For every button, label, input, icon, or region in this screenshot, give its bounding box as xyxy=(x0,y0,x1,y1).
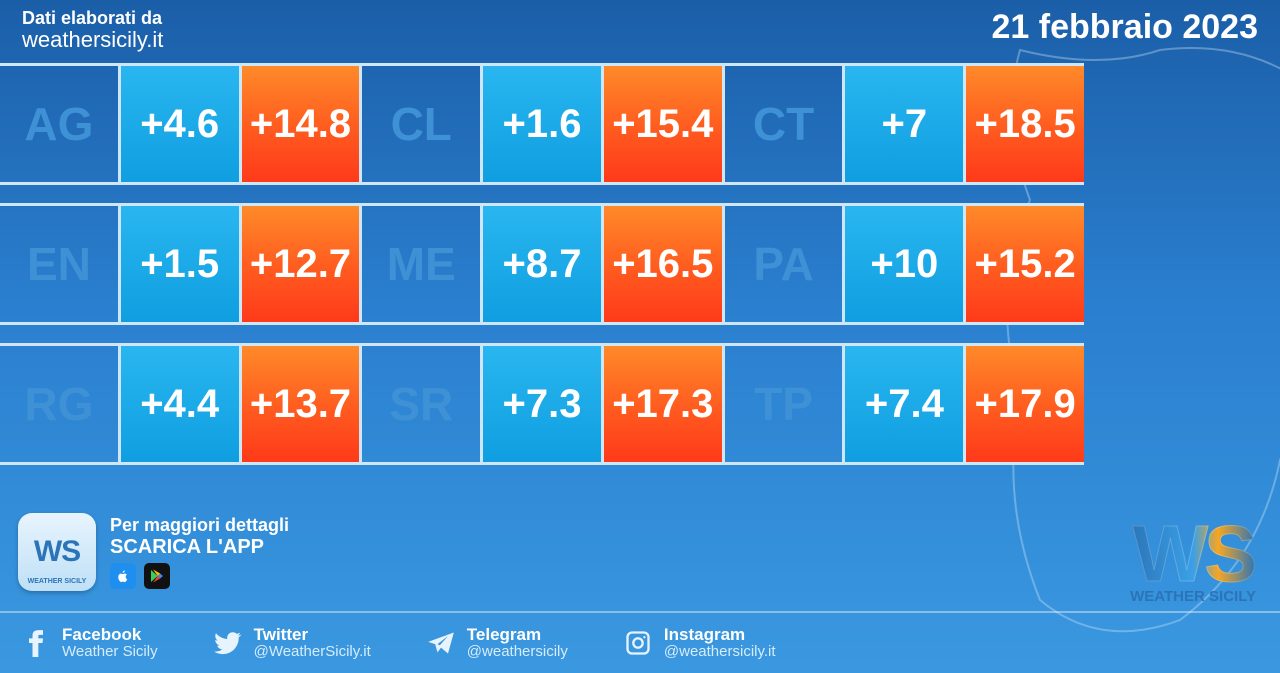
province-code: EN xyxy=(0,206,118,322)
temp-low: +1.5 xyxy=(118,206,239,322)
app-icon: WS WEATHER SICILY xyxy=(18,513,96,591)
temp-high: +15.4 xyxy=(601,66,722,182)
store-badges xyxy=(110,563,289,589)
province-code: RG xyxy=(0,346,118,462)
grid-row: AG +4.6 +14.8 CL +1.6 +15.4 CT +7 +18.5 xyxy=(0,63,1084,185)
instagram-icon xyxy=(624,629,652,657)
grid-row: EN +1.5 +12.7 ME +8.7 +16.5 PA +10 +15.2 xyxy=(0,203,1084,325)
social-handle: @weathersicily.it xyxy=(664,643,776,661)
temp-high: +16.5 xyxy=(601,206,722,322)
facebook-icon xyxy=(22,629,50,657)
app-promo-line2: SCARICA L'APP xyxy=(110,536,289,559)
social-twitter: Twitter @WeatherSicily.it xyxy=(214,626,371,661)
social-title: Instagram xyxy=(664,626,776,643)
googleplay-icon xyxy=(144,563,170,589)
app-icon-text: WS xyxy=(34,535,80,569)
social-facebook: Facebook Weather Sicily xyxy=(22,626,158,661)
province-code: TP xyxy=(722,346,843,462)
appstore-icon xyxy=(110,563,136,589)
app-icon-subtitle: WEATHER SICILY xyxy=(28,578,87,585)
brand-logo-subtitle: WEATHER SICILY xyxy=(1130,588,1256,605)
temp-low: +10 xyxy=(842,206,963,322)
temp-high: +13.7 xyxy=(239,346,360,462)
social-telegram: Telegram @weathersicily xyxy=(427,626,568,661)
social-handle: @weathersicily xyxy=(467,643,568,661)
temperature-grid: AG +4.6 +14.8 CL +1.6 +15.4 CT +7 +18.5 … xyxy=(0,63,1084,465)
telegram-icon xyxy=(427,629,455,657)
social-title: Facebook xyxy=(62,626,158,643)
source-site: weathersicily.it xyxy=(22,27,163,53)
province-code: AG xyxy=(0,66,118,182)
twitter-icon xyxy=(214,629,242,657)
province-code: ME xyxy=(359,206,480,322)
social-handle: @WeatherSicily.it xyxy=(254,643,371,661)
province-code: PA xyxy=(722,206,843,322)
social-handle: Weather Sicily xyxy=(62,643,158,661)
temp-high: +17.9 xyxy=(963,346,1084,462)
temp-low: +7.3 xyxy=(480,346,601,462)
social-title: Twitter xyxy=(254,626,371,643)
temp-high: +14.8 xyxy=(239,66,360,182)
brand-logo-text: WS xyxy=(1130,508,1256,600)
app-promo: WS WEATHER SICILY Per maggiori dettagli … xyxy=(18,513,289,591)
province-code: CL xyxy=(359,66,480,182)
temp-low: +7 xyxy=(842,66,963,182)
social-instagram: Instagram @weathersicily.it xyxy=(624,626,776,661)
temp-low: +8.7 xyxy=(480,206,601,322)
temp-low: +4.4 xyxy=(118,346,239,462)
temp-low: +1.6 xyxy=(480,66,601,182)
brand-logo: WS WEATHER SICILY xyxy=(1130,508,1256,605)
elaborated-by-label: Dati elaborati da xyxy=(22,8,163,29)
header-left: Dati elaborati da weathersicily.it xyxy=(22,8,163,53)
temp-high: +15.2 xyxy=(963,206,1084,322)
temp-high: +18.5 xyxy=(963,66,1084,182)
temp-low: +7.4 xyxy=(842,346,963,462)
app-promo-text: Per maggiori dettagli SCARICA L'APP xyxy=(110,515,289,589)
footer-socials: Facebook Weather Sicily Twitter @Weather… xyxy=(0,611,1280,673)
temp-high: +12.7 xyxy=(239,206,360,322)
app-promo-line1: Per maggiori dettagli xyxy=(110,515,289,536)
social-title: Telegram xyxy=(467,626,568,643)
province-code: CT xyxy=(722,66,843,182)
temp-low: +4.6 xyxy=(118,66,239,182)
province-code: SR xyxy=(359,346,480,462)
temp-high: +17.3 xyxy=(601,346,722,462)
grid-row: RG +4.4 +13.7 SR +7.3 +17.3 TP +7.4 +17.… xyxy=(0,343,1084,465)
